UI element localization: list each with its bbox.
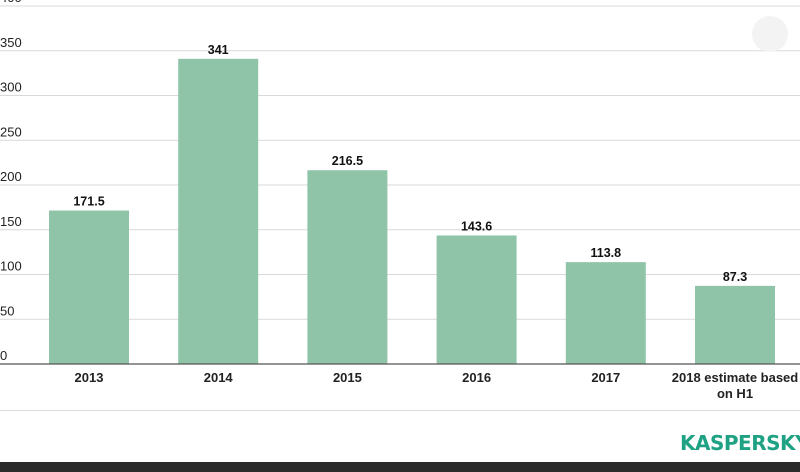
- y-tick-label: 0: [0, 348, 7, 363]
- y-tick-label: 200: [0, 169, 22, 184]
- category-label: on H1: [717, 386, 753, 401]
- category-label: 2013: [75, 370, 104, 385]
- value-label: 87.3: [723, 270, 747, 284]
- value-label: 143.6: [461, 219, 492, 233]
- x-axis-category-labels: 2013 2014 2015 2016 2017 2018 estimate basedo…: [75, 370, 799, 401]
- y-tick-label: 300: [0, 80, 22, 95]
- brand-wordmark: KASPERSKY: [680, 431, 800, 455]
- category-label: 2017: [591, 370, 620, 385]
- bar-2013: [49, 210, 129, 364]
- gridlines: [0, 5, 800, 320]
- value-label: 341: [208, 43, 229, 57]
- bars: [49, 58, 775, 365]
- bar-2015: [307, 170, 388, 364]
- y-tick-label: 50: [0, 303, 14, 318]
- bar-chart: 0 50 100 150 200 250 300 350 400 171.5 341 216.5 14…: [0, 0, 800, 401]
- y-tick-label: 150: [0, 214, 22, 229]
- value-label: 113.8: [591, 246, 622, 260]
- category-label: 2016: [462, 370, 491, 385]
- value-label: 171.5: [73, 195, 104, 209]
- bar-2018: [695, 285, 775, 364]
- bottom-bar: [0, 462, 800, 472]
- footer-divider: [0, 410, 800, 411]
- y-tick-label: 350: [0, 35, 22, 50]
- category-label: 2014: [204, 370, 234, 385]
- y-tick-label: 250: [0, 124, 22, 139]
- kaspersky-logo: KASPERSKY lab: [680, 428, 800, 458]
- bar-2017: [565, 262, 646, 364]
- y-tick-label: 100: [0, 259, 22, 274]
- bar-2016: [436, 235, 517, 364]
- value-labels: 171.5 341 216.5 143.6 113.8 87.3: [73, 43, 747, 284]
- y-tick-label: 400: [0, 0, 22, 5]
- value-label: 216.5: [332, 154, 363, 168]
- bar-2014: [178, 58, 259, 365]
- category-label: 2018 estimate based: [672, 370, 799, 385]
- y-axis-tick-labels: 0 50 100 150 200 250 300 350 400: [0, 0, 22, 363]
- category-label: 2015: [333, 370, 362, 385]
- corner-decoration: [752, 16, 788, 52]
